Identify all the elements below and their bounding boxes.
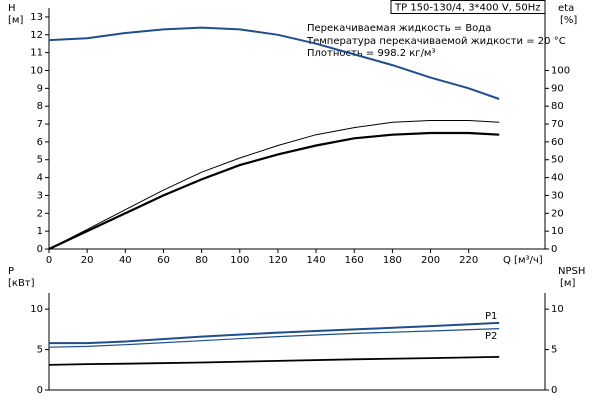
curve <box>48 356 500 366</box>
x-tick-label: 60 <box>157 255 170 266</box>
y-tick-label: 11 <box>30 48 43 59</box>
y-tick-label: 13 <box>30 12 43 23</box>
chart-title: TP 150-130/4, 3*400 V, 50Hz <box>394 3 541 14</box>
y2-axis-unit: [%] <box>560 15 577 26</box>
curve <box>49 321 500 345</box>
y-tick-label: 10 <box>30 304 43 315</box>
y-tick-label: 10 <box>30 65 43 76</box>
x-tick-label: 100 <box>230 255 249 266</box>
y2-tick-label: 0 <box>551 244 557 255</box>
y2-axis-label: NPSH <box>558 266 585 277</box>
y-axis-unit: [м] <box>8 15 23 26</box>
x-tick-label: 220 <box>459 255 478 266</box>
y-axis-label: P <box>8 266 14 277</box>
curve-label: P1 <box>485 311 497 322</box>
y2-tick-label: 100 <box>551 65 570 76</box>
y2-tick-label: 70 <box>551 119 564 130</box>
y-tick-label: 8 <box>37 101 43 112</box>
curve <box>48 131 500 250</box>
curve <box>48 26 500 100</box>
y-tick-label: 0 <box>37 244 43 255</box>
y2-tick-label: 0 <box>551 385 557 396</box>
y-tick-label: 7 <box>37 119 43 130</box>
x-tick-label: 0 <box>46 255 52 266</box>
y2-axis-label: eta <box>558 3 574 14</box>
x-tick-label: 180 <box>383 255 402 266</box>
y-tick-label: 2 <box>37 208 43 219</box>
y2-tick-label: 10 <box>551 304 564 315</box>
y2-tick-label: 90 <box>551 83 564 94</box>
x-tick-label: 80 <box>195 255 208 266</box>
x-tick-label: 160 <box>345 255 364 266</box>
y-tick-label: 3 <box>37 190 43 201</box>
y2-tick-label: 10 <box>551 226 564 237</box>
y-tick-label: 5 <box>37 155 43 166</box>
y-tick-label: 4 <box>37 173 43 184</box>
curve <box>48 120 500 250</box>
y2-axis-unit: [м] <box>560 278 575 289</box>
y-tick-label: 0 <box>37 385 43 396</box>
y-axis-label: H <box>8 3 16 14</box>
y2-tick-label: 40 <box>551 173 564 184</box>
x-tick-label: 140 <box>307 255 326 266</box>
y2-tick-label: 80 <box>551 101 564 112</box>
x-axis-label: Q [м³/ч] <box>503 255 543 266</box>
annotation: Плотность = 998.2 кг/м³ <box>307 48 436 59</box>
annotation: Температура перекачиваемой жидкости = 20… <box>306 36 566 47</box>
x-tick-label: 200 <box>421 255 440 266</box>
y-tick-label: 12 <box>30 30 43 41</box>
y-axis-unit: [кВт] <box>8 278 35 289</box>
x-tick-label: 20 <box>81 255 94 266</box>
y-tick-label: 5 <box>37 345 43 356</box>
y2-tick-label: 50 <box>551 155 564 166</box>
x-tick-label: 40 <box>119 255 132 266</box>
y2-tick-label: 20 <box>551 208 564 219</box>
title-box <box>390 0 546 14</box>
y-tick-label: 9 <box>37 83 43 94</box>
y2-tick-label: 5 <box>551 345 557 356</box>
curve-label: P2 <box>485 331 497 342</box>
y2-tick-label: 60 <box>551 137 564 148</box>
x-tick-label: 120 <box>268 255 287 266</box>
annotation: Перекачиваемая жидкость = Вода <box>307 23 491 34</box>
y-tick-label: 1 <box>37 226 43 237</box>
y-tick-label: 6 <box>37 137 43 148</box>
curve <box>48 328 500 348</box>
y2-tick-label: 30 <box>551 190 564 201</box>
